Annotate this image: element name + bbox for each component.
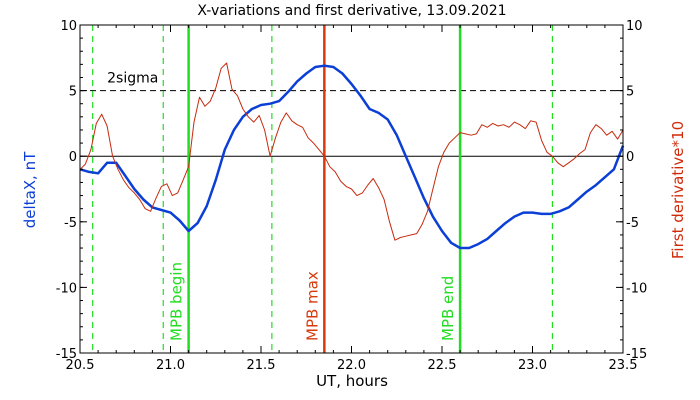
vline-label-5: MPB end — [439, 276, 457, 341]
hline-label-0: 2sigma — [107, 71, 158, 87]
x-tick-label-5: 23.0 — [518, 358, 547, 373]
x-tick-label-4: 22.5 — [428, 358, 457, 373]
y-tick-label-right-5: -15 — [626, 347, 647, 362]
y-tick-label-left-4: -10 — [56, 281, 77, 296]
x-tick-label-6: 23.5 — [609, 358, 638, 373]
x-tick-label-1: 21.0 — [156, 358, 185, 373]
y-tick-label-right-4: -10 — [626, 281, 647, 296]
series-line-0 — [79, 64, 625, 250]
x-axis-label: UT, hours — [316, 372, 388, 390]
vline-label-2: MPB begin — [168, 262, 186, 341]
y-tick-label-right-1: 5 — [626, 85, 634, 100]
y-axis-label-right: First derivative*10 — [669, 121, 687, 259]
y-tick-label-right-0: 10 — [626, 19, 643, 34]
chart-title: X-variations and first derivative, 13.09… — [197, 3, 506, 19]
x-tick-label-3: 22.0 — [337, 358, 366, 373]
x-tick-label-2: 21.5 — [247, 358, 276, 373]
y-tick-label-right-3: -5 — [626, 216, 639, 231]
series-line-1 — [79, 62, 624, 241]
plot-area: 2sigma MPB begin MPB max MPB end 20.5 21.0 21.… — [56, 19, 647, 373]
y-tick-label-left-1: 5 — [69, 85, 77, 100]
y-tick-label-right-2: 0 — [626, 150, 634, 165]
x-tick-label-0: 20.5 — [66, 358, 95, 373]
y-tick-label-left-0: 10 — [60, 19, 77, 34]
y-tick-label-left-2: 0 — [69, 150, 77, 165]
vline-label-4: MPB max — [303, 271, 321, 341]
y-axis-label-left: deltaX, nT — [21, 151, 39, 228]
y-tick-label-left-3: -5 — [64, 216, 77, 231]
y-tick-label-left-5: -15 — [56, 347, 77, 362]
